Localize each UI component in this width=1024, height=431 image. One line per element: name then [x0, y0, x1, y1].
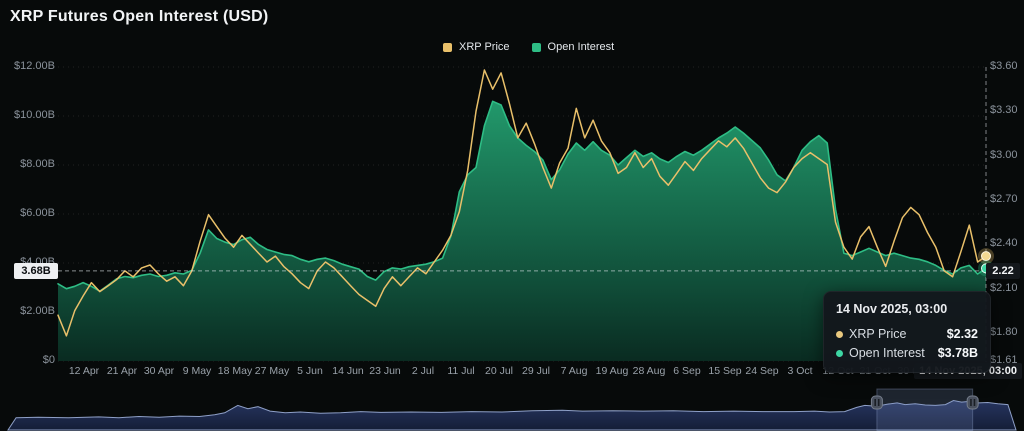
x-axis-label: 12 Apr	[68, 365, 100, 377]
tooltip-row-open-interest: Open Interest $3.78B	[836, 344, 978, 363]
x-axis-label: 5 Jun	[297, 365, 323, 377]
tooltip-date: 14 Nov 2025, 03:00	[836, 302, 948, 316]
left-axis-label: $10.00B	[14, 109, 55, 121]
x-axis-label: 15 Sep	[708, 365, 742, 377]
tooltip-value: $3.78B	[937, 346, 978, 360]
price-crosshair-badge: 2.22	[986, 263, 1020, 279]
x-axis-label: 3 Oct	[787, 365, 813, 377]
x-axis-label: 24 Sep	[745, 365, 779, 377]
xrp-price-line	[57, 69, 987, 337]
right-axis-label: $2.40	[990, 237, 1018, 249]
x-axis-label: 7 Aug	[560, 365, 588, 377]
legend: XRP Price Open Interest	[443, 41, 614, 53]
tooltip-label: XRP Price	[849, 327, 907, 341]
x-axis-label: 6 Sep	[673, 365, 701, 377]
right-axis-label: $3.00	[990, 149, 1018, 161]
legend-label: Open Interest	[547, 41, 615, 53]
x-axis-label: 2 Jul	[411, 365, 435, 377]
navigator-selection[interactable]	[876, 388, 974, 431]
xrp-price-swatch-icon	[443, 42, 452, 52]
right-axis-label: $2.70	[990, 193, 1018, 205]
x-axis-label: 11 Jul	[447, 365, 475, 377]
navigator-area[interactable]	[7, 399, 1017, 431]
tooltip-value: $2.32	[946, 327, 978, 341]
price-marker-dot	[981, 251, 991, 262]
x-axis-label: 27 May	[254, 365, 290, 377]
left-axis-label: $2.00B	[20, 305, 55, 317]
legend-label: XRP Price	[459, 41, 510, 53]
navigator-handle-right[interactable]	[966, 395, 979, 410]
x-axis-label: 19 Aug	[595, 365, 629, 377]
x-axis-label: 30 Apr	[143, 365, 175, 377]
tooltip-row-xrp-price: XRP Price $2.32	[836, 325, 978, 344]
right-axis-label: $1.80	[990, 326, 1018, 338]
open-interest-swatch-icon	[531, 42, 541, 52]
legend-item-xrp-price[interactable]: XRP Price	[443, 41, 510, 53]
oi-crosshair-badge: 3.68B	[14, 263, 58, 279]
page-title: XRP Futures Open Interest (USD)	[10, 8, 269, 25]
left-axis-label: $0	[42, 354, 55, 366]
x-axis-label: 9 May	[182, 365, 212, 377]
open-interest-dot-icon	[836, 350, 843, 357]
tooltip-label: Open Interest	[849, 346, 925, 360]
x-axis-label: 28 Aug	[632, 365, 666, 377]
left-axis-label: $8.00B	[20, 158, 55, 170]
x-axis-label: 21 Apr	[106, 365, 138, 377]
x-axis-label: 23 Jun	[369, 365, 401, 377]
x-axis-label: 20 Jul	[484, 365, 514, 377]
left-axis-label: $12.00B	[14, 60, 55, 72]
right-axis-label: $3.60	[990, 60, 1018, 72]
navigator-handle-left[interactable]	[870, 395, 883, 410]
legend-item-open-interest[interactable]: Open Interest	[531, 41, 615, 53]
x-axis-label: 29 Jul	[521, 365, 551, 377]
left-axis-label: $6.00B	[20, 207, 55, 219]
xrp-price-dot-icon	[836, 331, 843, 338]
right-axis-label: $2.10	[990, 282, 1018, 294]
right-axis-label: $3.30	[990, 104, 1018, 116]
x-axis-label: 14 Jun	[332, 365, 364, 377]
x-axis-label: 18 May	[217, 365, 253, 377]
tooltip: 14 Nov 2025, 03:00 XRP Price $2.32 Open …	[823, 291, 991, 373]
open-interest-line	[57, 100, 987, 292]
